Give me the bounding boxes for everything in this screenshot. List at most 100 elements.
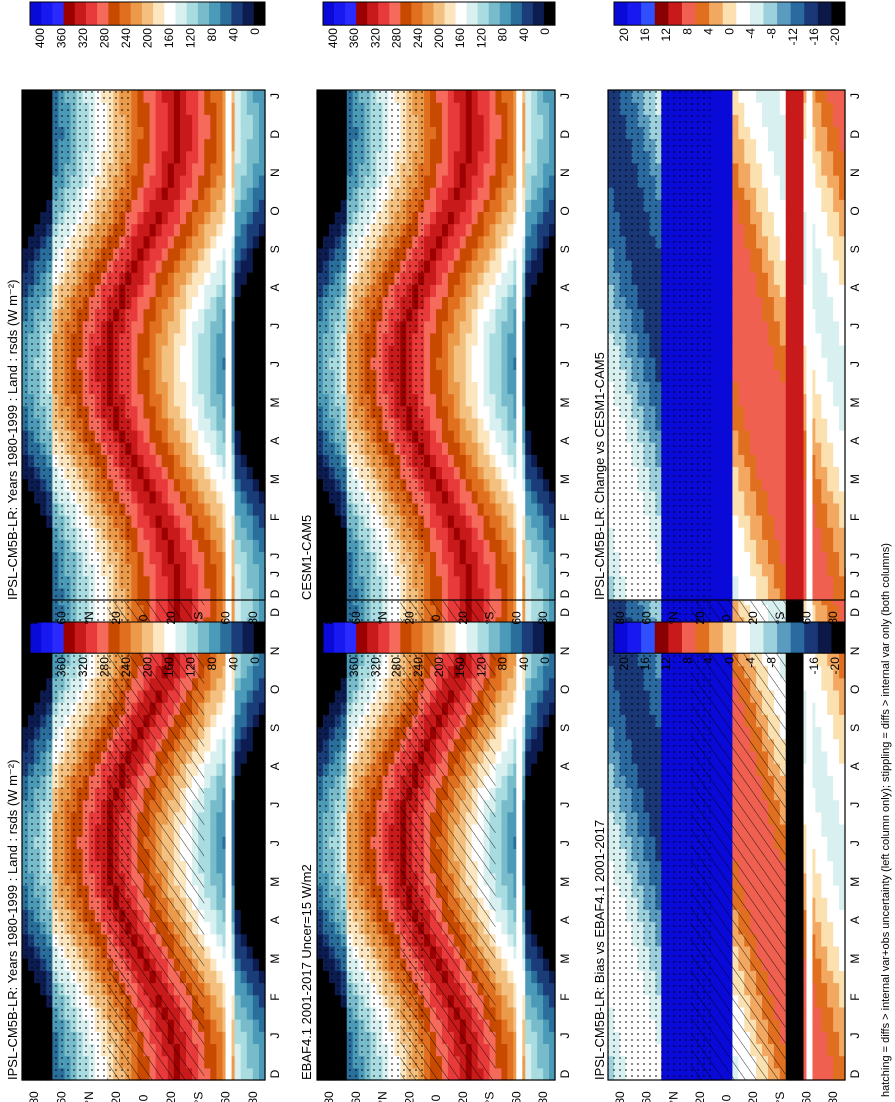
heatmap-cell [167,393,175,407]
heatmap-cell [234,417,242,431]
heatmap-cell [137,138,145,152]
month-tick-label: N [268,647,282,656]
heatmap-cell [143,563,151,577]
heatmap-cell [204,90,211,103]
heatmap-cell [173,162,181,176]
heatmap-cell [216,726,224,740]
month-tick-label: O [268,685,282,694]
heatmap-cell [204,272,211,285]
heatmap-cell [149,430,157,443]
heatmap-cell [228,223,236,237]
heatmap-cell [204,345,211,358]
heatmap-cell [198,430,205,443]
heatmap-cell [495,836,503,849]
heatmap-cell [252,442,260,455]
heatmap-cell [204,811,211,825]
heatmap-cell [252,539,260,553]
heatmap-cell [204,417,211,431]
heatmap-cell [246,211,254,225]
heatmap-cell [210,726,217,740]
heatmap-cell [525,1067,532,1081]
heatmap-cell [186,272,193,285]
heatmap-cell [228,677,236,691]
heatmap-cell [210,102,217,115]
heatmap-cell [507,884,514,898]
heatmap-cell [173,235,181,249]
heatmap-cell [173,527,181,540]
colorbar-frame [29,1,266,26]
heatmap-cell [192,442,199,455]
lat-tick-label: 80 [27,1091,41,1102]
colorbar-tick-label: 320 [76,28,90,48]
heatmap-cell [210,539,217,553]
heatmap-cell [246,114,254,128]
heatmap-cell [143,575,151,589]
heatmap-cell [137,357,145,370]
heatmap-cell [210,702,217,715]
heatmap-cell [192,114,199,128]
heatmap-cell [204,551,211,565]
heatmap-cell [240,726,248,740]
heatmap-cell [210,775,217,789]
heatmap-cell [167,563,175,577]
heatmap-cell [525,702,532,715]
heatmap-cell [161,199,169,213]
heatmap-cell [179,381,187,395]
colorbar: 400 360 320 280 240 200 160 120 80 40 0 [29,621,266,677]
heatmap-cell [246,260,254,273]
heatmap-cell [240,958,248,971]
colorbar-swatch [97,2,109,26]
heatmap-cell [210,90,217,103]
heatmap-cell [246,502,254,516]
heatmap-cell [210,884,217,898]
heatmap-cell [216,417,224,431]
heatmap-cell [173,90,181,103]
heatmap-cell [216,478,224,492]
heatmap-cell [234,775,242,789]
heatmap-cell [228,811,236,825]
heatmap-cell [143,211,151,225]
heatmap-cell [507,970,514,984]
heatmap-cell [240,1067,248,1081]
heatmap-cell [234,563,242,577]
heatmap-cell [507,689,514,703]
colorbar-swatch [41,2,53,26]
heatmap-cell [167,162,175,176]
heatmap-cell [252,199,260,213]
heatmap-cell [258,539,266,553]
heatmap-cell [155,175,163,188]
heatmap-cell [258,417,266,431]
heatmap-cell [240,527,248,540]
heatmap-cell [204,211,211,225]
heatmap-cell [507,994,514,1008]
heatmap-cell [216,677,224,691]
heatmap-cell [161,102,169,115]
heatmap-cell [228,405,236,419]
heatmap-cell [173,175,181,188]
heatmap-cell [519,738,526,752]
heatmap-cell [234,345,242,358]
heatmap-cell [186,162,193,176]
heatmap-cell [246,884,254,898]
heatmap-cell [143,126,151,140]
heatmap-cell [252,575,260,589]
heatmap-cell [228,1019,236,1032]
heatmap-cell [228,490,236,504]
heatmap-cell [246,454,254,468]
heatmap-cell [258,836,266,849]
heatmap-cell [240,689,248,703]
heatmap-cell [210,665,217,679]
heatmap-cell [216,138,224,152]
heatmap-cell [210,442,217,455]
heatmap-cell [192,478,199,492]
heatmap-cell [216,320,224,334]
heatmap-cell [161,308,169,322]
heatmap-cell [198,515,205,528]
heatmap-cell [149,515,157,528]
heatmap-cell [519,994,526,1008]
heatmap-cell [131,235,139,249]
heatmap-cell [258,775,266,789]
heatmap-cell [519,836,526,849]
heatmap-cell [240,653,248,667]
colorbar-swatch [164,2,176,26]
